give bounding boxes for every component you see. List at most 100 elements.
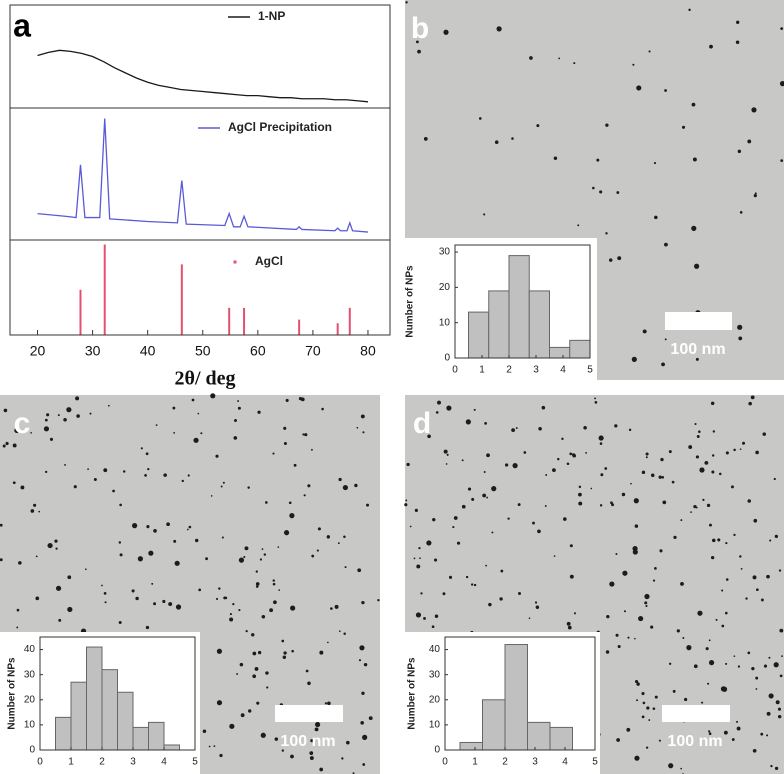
nanoparticle [600, 473, 604, 477]
nanoparticle [220, 485, 223, 488]
nanoparticle [690, 511, 692, 514]
nanoparticle [213, 745, 216, 748]
nanoparticle [58, 618, 62, 622]
nanoparticle [615, 553, 618, 555]
nanoparticle [358, 659, 362, 662]
nanoparticle [737, 149, 742, 154]
scale-bar [665, 312, 732, 330]
nanoparticle [733, 655, 736, 658]
nanoparticle [413, 557, 416, 560]
nanoparticle [247, 486, 250, 489]
nanoparticle [147, 467, 150, 471]
nanoparticle [229, 613, 232, 616]
nanoparticle [709, 44, 713, 49]
histogram-bar [86, 646, 103, 751]
nanoparticle [307, 681, 311, 686]
x-tick-label: 4 [562, 757, 568, 768]
nanoparticle [538, 426, 542, 431]
nanoparticle [641, 715, 645, 719]
nanoparticle [330, 607, 333, 610]
nanoparticle [443, 29, 449, 35]
nanoparticle [317, 527, 321, 531]
nanoparticle [694, 263, 700, 269]
y-tick-label: 20 [429, 694, 441, 705]
nanoparticle [611, 503, 614, 507]
nanoparticle [66, 407, 72, 413]
nanoparticle [605, 232, 608, 235]
scale-bar-label: 100 nm [670, 341, 725, 358]
nanoparticle [368, 716, 373, 721]
nanoparticle [645, 746, 649, 749]
nanoparticle [704, 460, 709, 465]
x-tick-label: 3 [532, 757, 538, 768]
nanoparticle [536, 124, 540, 128]
nanoparticle [283, 651, 287, 655]
nanoparticle [500, 569, 504, 573]
nanoparticle [735, 40, 740, 44]
histogram-bar [148, 721, 165, 751]
nanoparticle [680, 581, 684, 586]
nanoparticle [288, 501, 292, 505]
nanoparticle [467, 487, 472, 491]
nanoparticle [634, 524, 639, 528]
nanoparticle [592, 186, 595, 190]
nanoparticle [343, 535, 346, 539]
legend-swatch [233, 260, 237, 264]
nanoparticle [688, 445, 693, 449]
nanoparticle [461, 504, 466, 509]
nanoparticle [697, 610, 703, 616]
nanoparticle [252, 674, 257, 679]
nanoparticle [736, 20, 740, 24]
nanoparticle [599, 442, 603, 445]
nanoparticle [491, 531, 494, 534]
nanoparticle [175, 604, 182, 610]
nanoparticle [305, 669, 309, 673]
nanoparticle [710, 555, 715, 560]
nanoparticle [557, 457, 560, 461]
nanoparticle [695, 357, 699, 361]
nanoparticle [590, 487, 593, 490]
y-tick-label: 30 [439, 247, 451, 258]
nanoparticle [314, 727, 319, 732]
nanoparticle [210, 495, 213, 497]
nanoparticle [187, 528, 189, 531]
nanoparticle [473, 583, 477, 587]
nanoparticle [654, 215, 658, 220]
histogram-bar [504, 644, 528, 751]
xrd-curve [37, 49, 369, 103]
nanoparticle [563, 517, 567, 521]
nanoparticle [684, 697, 688, 702]
nanoparticle [269, 608, 274, 613]
nanoparticle [545, 474, 548, 476]
nanoparticle [174, 560, 180, 566]
nanoparticle [237, 400, 240, 402]
nanoparticle [278, 589, 281, 591]
nanoparticle [248, 709, 252, 713]
nanoparticle [418, 546, 421, 550]
nanoparticle [343, 632, 346, 635]
histogram-bar [527, 721, 551, 751]
scale-bar-label: 100 nm [280, 733, 335, 750]
y-tick-label: 0 [434, 745, 440, 756]
nanoparticle [634, 679, 639, 684]
nanoparticle [274, 737, 279, 741]
nanoparticle [55, 547, 58, 550]
nanoparticle [566, 621, 571, 626]
histogram-bar [488, 290, 510, 359]
nanoparticle [76, 414, 80, 418]
histogram-bar [468, 311, 490, 359]
nanoparticle [45, 470, 48, 474]
y-tick-label: 10 [24, 720, 36, 731]
nanoparticle [63, 418, 67, 422]
nanoparticle [216, 648, 223, 654]
nanoparticle [453, 516, 458, 520]
plot-frame [9, 239, 391, 336]
nanoparticle [327, 641, 329, 644]
nanoparticle [240, 713, 245, 718]
nanoparticle [709, 523, 712, 527]
nanoparticle [599, 504, 603, 507]
nanoparticle [363, 662, 368, 667]
nanoparticle [272, 579, 275, 582]
nanoparticle [255, 570, 258, 573]
panel-label: a [13, 7, 31, 43]
